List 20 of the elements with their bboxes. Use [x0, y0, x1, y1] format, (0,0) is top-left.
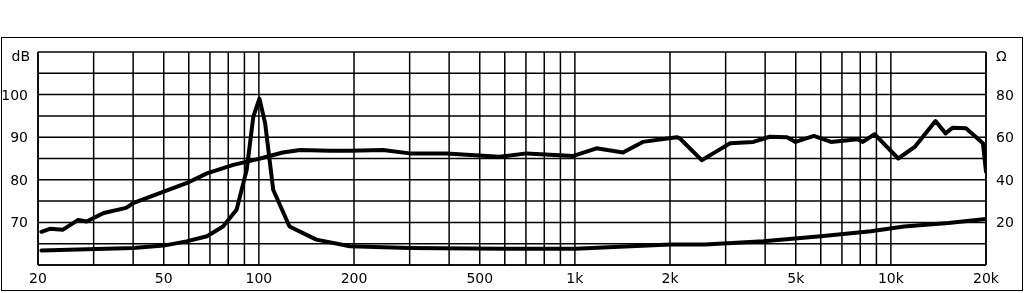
y2-tick-label: 20	[996, 214, 1014, 231]
y2-axis-title: Ω	[996, 48, 1007, 64]
x-tick-label: 500	[466, 269, 494, 286]
y-tick-label: 80	[10, 171, 28, 188]
y2-tick-label: 80	[996, 86, 1014, 103]
y2-tick-label: 40	[996, 171, 1014, 188]
x-tick-label: 100	[245, 269, 273, 286]
x-tick-label: 2k	[661, 269, 680, 286]
x-tick-label: 50	[154, 269, 173, 286]
x-tick-label: 200	[340, 269, 368, 286]
y-tick-label: 70	[10, 214, 28, 231]
y-tick-label: 90	[10, 129, 28, 146]
x-tick-label: 1k	[566, 269, 585, 286]
x-tick-label: 20k	[973, 269, 1000, 286]
x-tick-label: 5k	[787, 269, 806, 286]
x-tick-label: 20	[29, 269, 47, 286]
y2-tick-label: 60	[996, 129, 1014, 146]
x-tick-label: 10k	[877, 269, 905, 286]
y-axis-title: dB	[11, 48, 30, 64]
y-tick-label: 100	[1, 86, 28, 103]
